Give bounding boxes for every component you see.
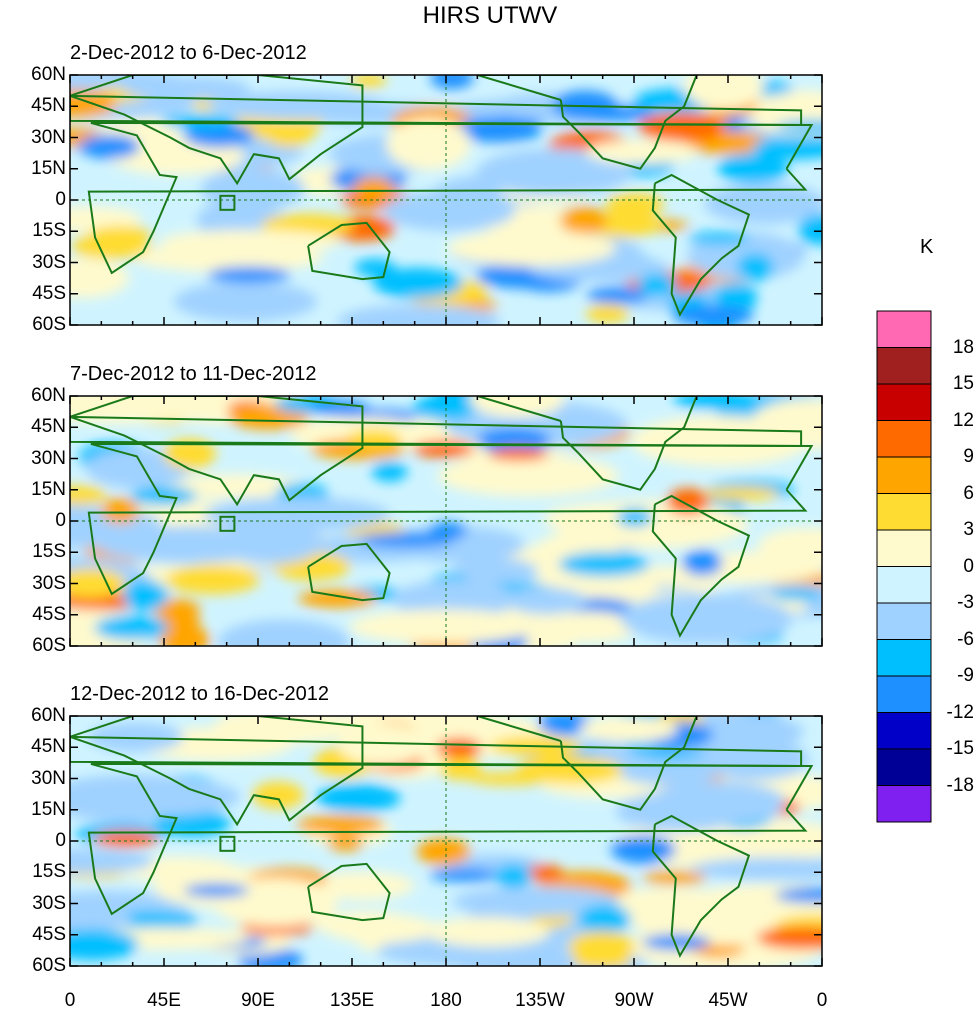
colorbar-label: -15 xyxy=(946,738,974,759)
colorbar-label: 15 xyxy=(952,373,974,394)
colorbar-label: 18 xyxy=(952,336,974,358)
coastlines xyxy=(70,396,814,638)
colorbar-label: -3 xyxy=(957,592,974,613)
colorbar-swatch xyxy=(876,493,932,531)
colorbar-swatch xyxy=(876,639,932,677)
colorbar-swatch xyxy=(876,529,932,567)
colorbar-swatch xyxy=(876,347,932,385)
colorbar-unit: K xyxy=(920,236,934,258)
colorbar-label: -6 xyxy=(957,628,974,650)
coastlines xyxy=(70,716,814,958)
lat-label: 45N xyxy=(31,95,66,117)
colorbar-swatch xyxy=(876,566,932,604)
anomaly-field-1 xyxy=(70,75,822,325)
lat-label: 30N xyxy=(31,447,66,469)
lat-label: 30S xyxy=(32,251,66,273)
colorbar-label: 0 xyxy=(963,555,974,577)
lat-label: 0 xyxy=(55,510,66,531)
lon-label: 0 xyxy=(816,990,828,1011)
colorbar-swatch xyxy=(876,420,932,458)
coastlines xyxy=(70,75,814,317)
lat-label: 15N xyxy=(31,478,66,500)
lat-label: 45N xyxy=(31,416,66,438)
lon-label: 90E xyxy=(241,990,275,1011)
lat-label: 45S xyxy=(32,282,66,304)
colorbar-label: 12 xyxy=(952,409,974,431)
colorbar-swatch xyxy=(876,675,932,713)
panel-3-title: 12-Dec-2012 to 16-Dec-2012 xyxy=(70,683,330,705)
colorbar-label: 6 xyxy=(963,482,974,504)
lat-label: 30N xyxy=(31,126,66,148)
colorbar-label: 9 xyxy=(963,446,974,467)
lat-label: 15S xyxy=(32,541,66,563)
lon-label: 135E xyxy=(329,990,375,1011)
colorbar-swatch xyxy=(876,310,932,348)
lat-label: 30S xyxy=(32,892,66,914)
anomaly-field-3 xyxy=(70,716,822,966)
lon-label: 180 xyxy=(430,990,462,1011)
lat-label: 30N xyxy=(31,767,66,789)
colorbar-label: -9 xyxy=(957,665,974,686)
lat-label: 45N xyxy=(31,736,66,758)
lat-label: 60N xyxy=(31,385,66,406)
lat-label: 60N xyxy=(31,705,66,726)
lat-label: 15N xyxy=(31,798,66,820)
lon-label: 135W xyxy=(515,990,565,1011)
anomaly-field-2 xyxy=(70,396,822,646)
lat-label: 15S xyxy=(32,861,66,883)
colorbar-swatch xyxy=(876,712,932,750)
lat-label: 30S xyxy=(32,572,66,594)
lon-label: 0 xyxy=(64,990,76,1011)
lon-label: 90W xyxy=(614,990,654,1011)
colorbar-swatch xyxy=(876,456,932,494)
panel-2-title: 7-Dec-2012 to 11-Dec-2012 xyxy=(70,363,317,385)
colorbar-label: 3 xyxy=(963,519,974,540)
lon-label: 45E xyxy=(147,990,181,1011)
colorbar-swatch xyxy=(876,748,932,786)
lat-label: 15N xyxy=(31,157,66,179)
lat-label: 60N xyxy=(31,64,66,85)
lat-label: 0 xyxy=(55,830,66,851)
lat-label: 45S xyxy=(32,923,66,945)
colorbar-swatch xyxy=(876,785,932,823)
figure-title: HIRS UTWV xyxy=(422,2,558,29)
lat-label: 60S xyxy=(32,314,66,335)
lat-label: 60S xyxy=(32,955,66,976)
lat-label: 45S xyxy=(32,603,66,625)
colorbar xyxy=(876,310,932,823)
colorbar-label: -18 xyxy=(946,774,974,796)
lon-label: 45W xyxy=(708,990,748,1011)
lat-label: 0 xyxy=(55,189,66,210)
colorbar-label: -12 xyxy=(946,701,974,723)
colorbar-swatch xyxy=(876,383,932,421)
panel-1-title: 2-Dec-2012 to 6-Dec-2012 xyxy=(70,42,307,64)
lat-label: 15S xyxy=(32,220,66,242)
lat-label: 60S xyxy=(32,635,66,656)
colorbar-swatch xyxy=(876,602,932,640)
